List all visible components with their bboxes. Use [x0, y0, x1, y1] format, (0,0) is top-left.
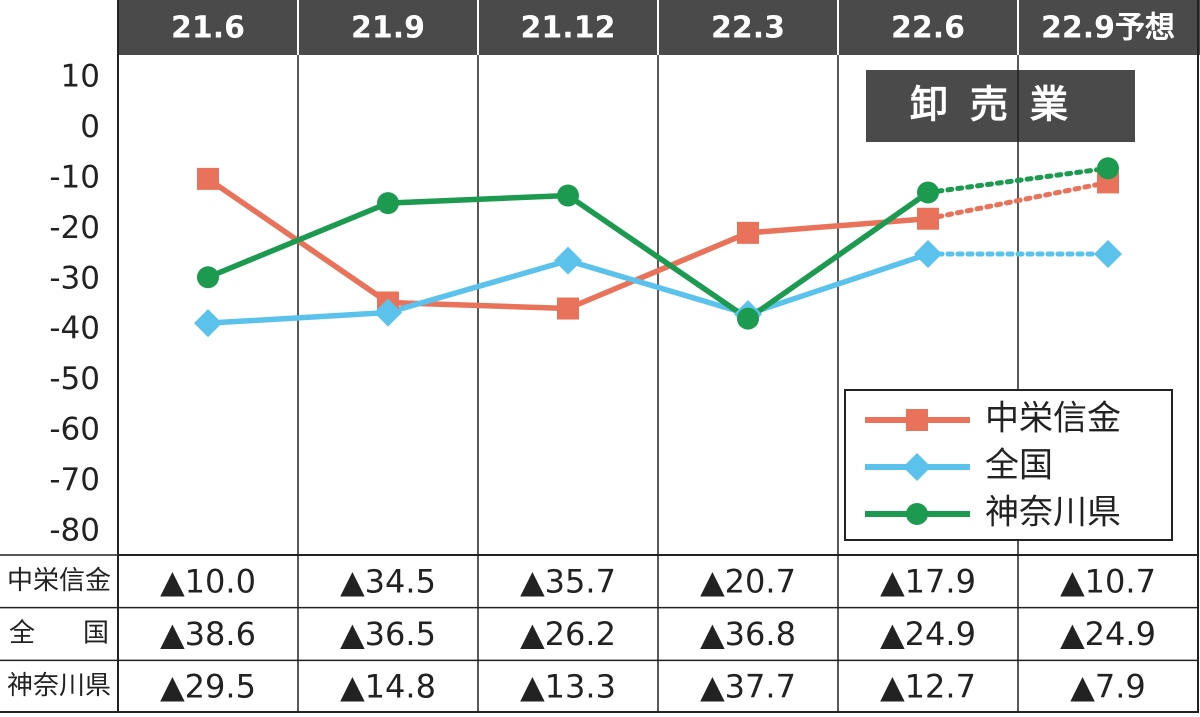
y-tick-label: -50	[49, 361, 100, 397]
x-tick-label: 21.6	[171, 11, 245, 46]
table-cell: ▲20.7	[700, 562, 796, 600]
table-cell: ▲36.5	[340, 615, 436, 653]
legend-label: 中栄信金	[985, 399, 1121, 439]
table-cell: ▲7.9	[1070, 668, 1146, 706]
table-cell: ▲13.3	[520, 668, 616, 706]
table-cell: ▲24.9	[880, 615, 976, 653]
table-cell: ▲10.7	[1060, 562, 1156, 600]
marker-circle	[197, 266, 219, 289]
y-tick-label: -80	[49, 513, 100, 549]
table-cell: ▲14.8	[340, 668, 436, 706]
y-tick-label: -10	[49, 159, 100, 195]
marker-circle	[737, 307, 759, 330]
marker-diamond	[903, 453, 931, 481]
y-tick-label: -70	[49, 462, 100, 498]
table-cell: ▲26.2	[520, 615, 616, 653]
legend-label: 神奈川県	[985, 493, 1121, 533]
marker-circle	[557, 184, 579, 207]
table-cell: ▲29.5	[160, 668, 256, 706]
legend-label: 全国	[985, 446, 1053, 486]
marker-circle	[377, 192, 399, 215]
x-tick-label: 22.3	[711, 11, 785, 46]
y-tick-label: -60	[49, 412, 100, 448]
forecast-line	[925, 165, 1111, 196]
marker-square	[197, 167, 219, 190]
x-tick-label: 22.9予想	[1041, 11, 1175, 46]
y-tick-label: 10	[61, 59, 100, 95]
table-cell: ▲24.9	[1060, 615, 1156, 653]
table-cell: ▲34.5	[340, 562, 436, 600]
marker-square	[917, 207, 939, 230]
table-cell: ▲36.8	[700, 615, 796, 653]
marker-circle	[917, 181, 939, 204]
x-tick-label: 21.12	[521, 11, 616, 46]
x-tick-label: 22.6	[891, 11, 965, 46]
marker-diamond	[1094, 240, 1122, 269]
y-tick-label: 0	[80, 109, 100, 145]
table-cell: ▲12.7	[880, 668, 976, 706]
marker-diamond	[374, 298, 402, 327]
marker-circle	[1097, 157, 1119, 180]
marker-square	[906, 409, 928, 431]
table-cell: ▲35.7	[520, 562, 616, 600]
marker-diamond	[194, 309, 222, 338]
table-cell: ▲37.7	[700, 668, 796, 706]
y-tick-label: -40	[49, 311, 100, 347]
table-cell: ▲17.9	[880, 562, 976, 600]
row-label: 中栄信金	[7, 566, 111, 596]
y-tick-label: -30	[49, 260, 100, 296]
forecast-line	[925, 179, 1111, 222]
title-box	[866, 70, 1135, 142]
y-tick-label: -20	[49, 210, 100, 246]
row-label: 全国	[9, 619, 109, 649]
marker-circle	[906, 503, 928, 525]
x-tick-label: 21.9	[351, 11, 425, 46]
marker-square	[557, 297, 579, 320]
marker-diamond	[554, 246, 582, 275]
marker-square	[737, 221, 759, 244]
row-label: 神奈川県	[7, 671, 111, 701]
chart-title: 卸売業	[910, 83, 1090, 127]
table-cell: ▲38.6	[160, 615, 256, 653]
marker-diamond	[914, 240, 942, 269]
table-cell: ▲10.0	[160, 562, 256, 600]
